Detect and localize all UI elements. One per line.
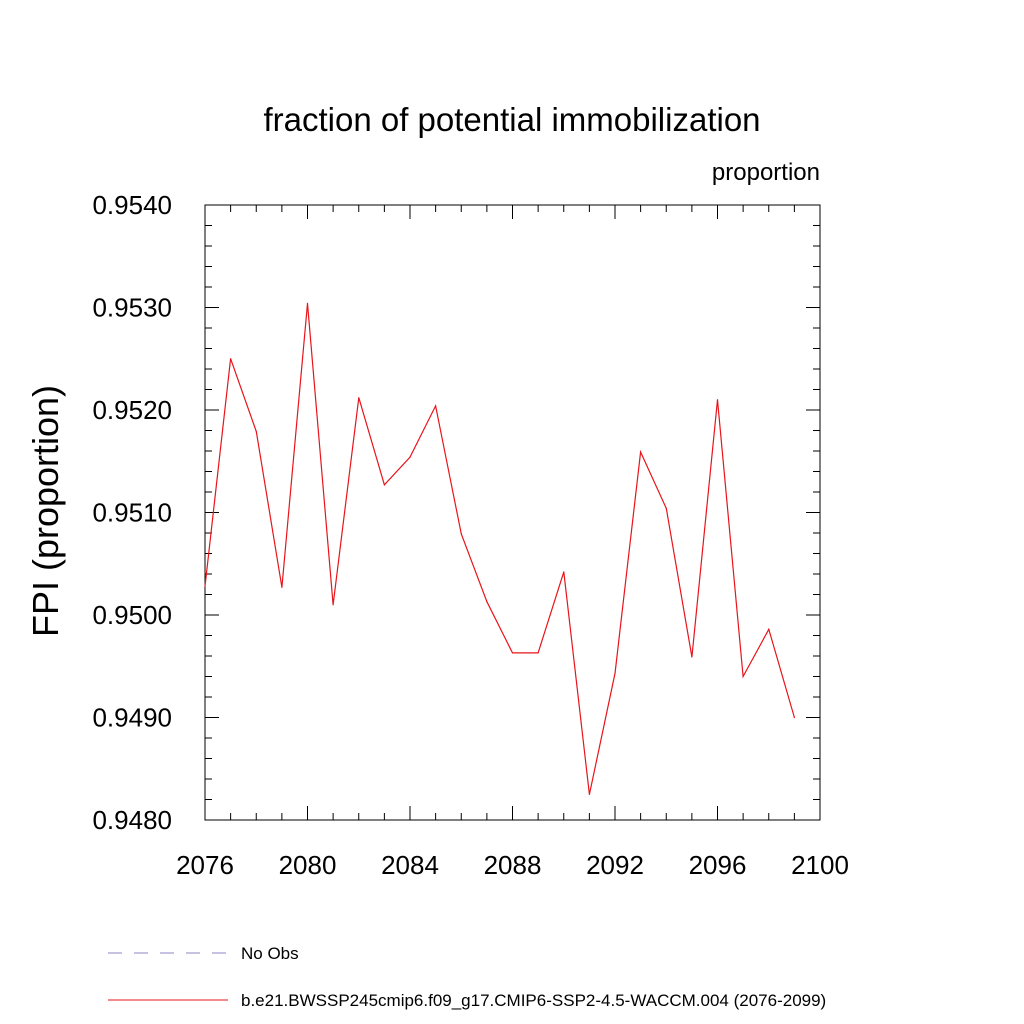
data-point bbox=[665, 507, 667, 509]
x-tick-label: 2092 bbox=[586, 850, 644, 880]
data-point bbox=[768, 628, 770, 630]
data-point bbox=[742, 675, 744, 678]
data-point bbox=[306, 302, 309, 304]
data-point bbox=[563, 571, 565, 573]
y-axis-label: FPI (proportion) bbox=[25, 385, 66, 637]
legend: No Obs b.e21.BWSSP245cmip6.f09_g17.CMIP6-… bbox=[108, 944, 826, 1010]
data-point bbox=[793, 716, 795, 719]
data-point bbox=[614, 672, 616, 675]
units-label: proportion bbox=[712, 159, 820, 186]
y-tick-label: 0.9510 bbox=[92, 498, 172, 528]
chart-title: fraction of potential immobilization bbox=[263, 101, 760, 138]
x-tick-label: 2088 bbox=[484, 850, 542, 880]
data-point bbox=[332, 604, 334, 606]
x-tick-label: 2084 bbox=[381, 850, 439, 880]
data-point bbox=[486, 601, 488, 603]
y-tick-label: 0.9490 bbox=[92, 703, 172, 733]
data-point bbox=[383, 484, 385, 486]
data-point bbox=[255, 430, 257, 433]
data-point bbox=[640, 451, 642, 453]
data-point bbox=[537, 652, 539, 654]
data-point bbox=[409, 456, 411, 458]
x-tick-label: 2100 bbox=[791, 850, 849, 880]
y-tick-label: 0.9480 bbox=[92, 805, 172, 835]
data-point bbox=[230, 358, 232, 360]
plot-area: 2076 2080 2084 2088 2092 2096 2100 0.9480 0.9490… bbox=[92, 190, 848, 880]
y-tick-label: 0.9530 bbox=[92, 293, 172, 323]
y-tick-label: 0.9540 bbox=[92, 190, 172, 220]
x-tick-label: 2080 bbox=[279, 850, 337, 880]
legend-label-1: No Obs bbox=[241, 944, 299, 963]
series-line-0 bbox=[204, 303, 795, 795]
data-point bbox=[691, 656, 693, 658]
data-point bbox=[460, 533, 462, 535]
data-point bbox=[511, 652, 514, 654]
data-point bbox=[358, 397, 360, 399]
x-tick-label: 2076 bbox=[176, 850, 234, 880]
x-tick-label: 2096 bbox=[689, 850, 747, 880]
data-point bbox=[716, 399, 719, 401]
data-point bbox=[588, 793, 590, 795]
data-point bbox=[281, 586, 283, 588]
y-tick-label: 0.9500 bbox=[92, 600, 172, 630]
legend-label-0: b.e21.BWSSP245cmip6.f09_g17.CMIP6-SSP2-4… bbox=[241, 991, 826, 1010]
data-point bbox=[204, 585, 206, 587]
y-tick-label: 0.9520 bbox=[92, 395, 172, 425]
data-point bbox=[435, 405, 437, 407]
